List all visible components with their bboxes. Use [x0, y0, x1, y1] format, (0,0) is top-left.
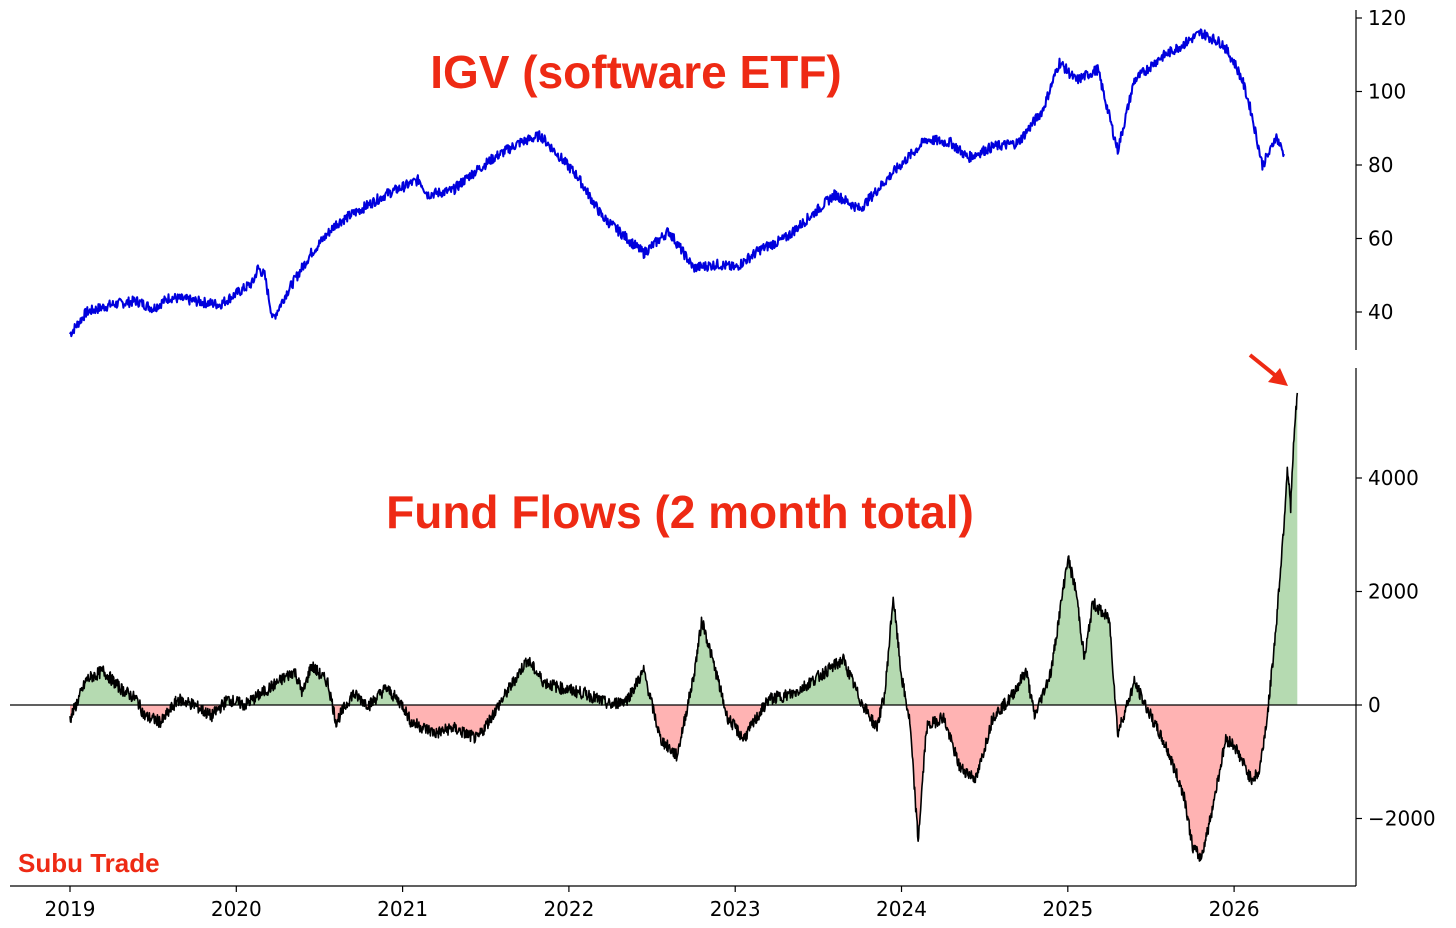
- watermark-label: Subu Trade: [18, 848, 160, 878]
- flow-y-tick-label: 0: [1368, 693, 1381, 717]
- flow-chart: −2000 0 2000 4000: [10, 368, 1436, 886]
- price-chart-title: IGV (software ETF): [430, 46, 841, 98]
- flow-negative-area: [70, 705, 1298, 862]
- spike-arrow-annotation: [1248, 353, 1288, 386]
- x-tick-label: 2020: [211, 897, 262, 921]
- flow-y-tick-label: 4000: [1368, 466, 1419, 490]
- price-y-tick-label: 40: [1368, 300, 1393, 324]
- x-tick-label: 2022: [543, 897, 594, 921]
- flow-chart-title: Fund Flows (2 month total): [386, 486, 974, 538]
- igv-price-series-line: [69, 28, 1285, 338]
- fund-flow-series-line: [69, 392, 1299, 862]
- price-y-tick-label: 60: [1368, 227, 1393, 251]
- arrow-shaft: [1248, 353, 1278, 378]
- x-tick-label: 2023: [710, 897, 761, 921]
- x-tick-label: 2026: [1209, 897, 1260, 921]
- flow-y-tick-label: 2000: [1368, 580, 1419, 604]
- x-tick-label: 2025: [1042, 897, 1093, 921]
- flow-y-tick-label: −2000: [1368, 807, 1436, 831]
- x-axis: 2019 2020 2021 2022 2023 2024 2025 2026: [10, 885, 1356, 921]
- x-tick-label: 2019: [45, 897, 96, 921]
- flow-positive-area: [70, 392, 1298, 705]
- x-tick-label: 2024: [876, 897, 927, 921]
- price-chart: 40 60 80 100 120: [69, 6, 1406, 350]
- arrow-head: [1268, 368, 1288, 386]
- x-tick-label: 2021: [377, 897, 428, 921]
- price-y-tick-label: 80: [1368, 153, 1393, 177]
- price-y-tick-label: 100: [1368, 80, 1406, 104]
- price-y-tick-label: 120: [1368, 6, 1406, 30]
